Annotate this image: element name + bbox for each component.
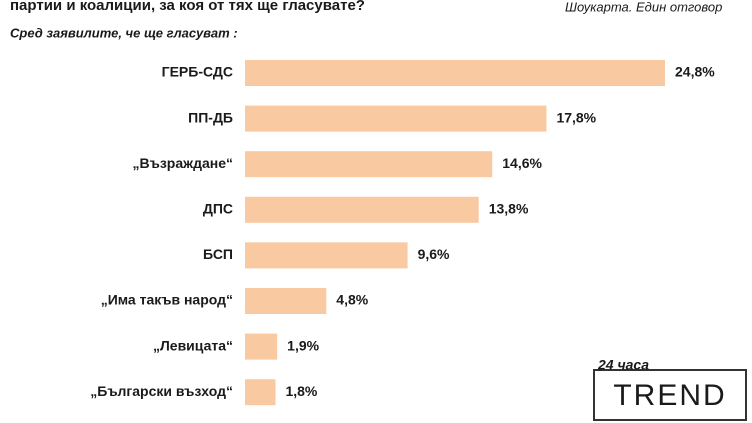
value-label: 14,6% <box>502 155 542 171</box>
category-label: „Български възход“ <box>90 383 233 399</box>
chart-title: партии и коалиции, за коя от тях ще глас… <box>10 0 365 14</box>
value-label: 17,8% <box>556 109 596 125</box>
value-label: 9,6% <box>418 246 450 262</box>
value-label: 24,8% <box>675 64 715 80</box>
bar <box>245 242 408 269</box>
bar <box>245 288 327 314</box>
logo: 24 часа TREND <box>593 357 747 421</box>
note: Шоукарта. Един отговор <box>565 0 722 14</box>
category-label: ГЕРБ-СДС <box>162 64 233 80</box>
logo-top: 24 часа <box>597 357 649 373</box>
bar <box>245 105 547 132</box>
value-label: 13,8% <box>489 201 529 217</box>
category-label: ДПС <box>203 201 233 217</box>
logo-frame <box>593 369 747 421</box>
bar <box>245 151 493 178</box>
bar <box>245 379 276 406</box>
category-label: „Има такъв народ“ <box>101 292 233 308</box>
category-label: „Левицата“ <box>153 337 233 353</box>
value-label: 4,8% <box>336 292 368 308</box>
bar <box>245 60 665 86</box>
category-label: БСП <box>203 246 233 262</box>
bar <box>245 196 479 223</box>
logo-main: TREND <box>613 379 726 412</box>
value-label: 1,8% <box>285 383 317 399</box>
category-label: „Възраждане“ <box>133 155 233 171</box>
category-label: ПП-ДБ <box>188 109 233 125</box>
value-label: 1,9% <box>287 337 319 353</box>
bar <box>245 333 278 360</box>
subtitle: Сред заявилите, че ще гласуват : <box>10 25 238 40</box>
